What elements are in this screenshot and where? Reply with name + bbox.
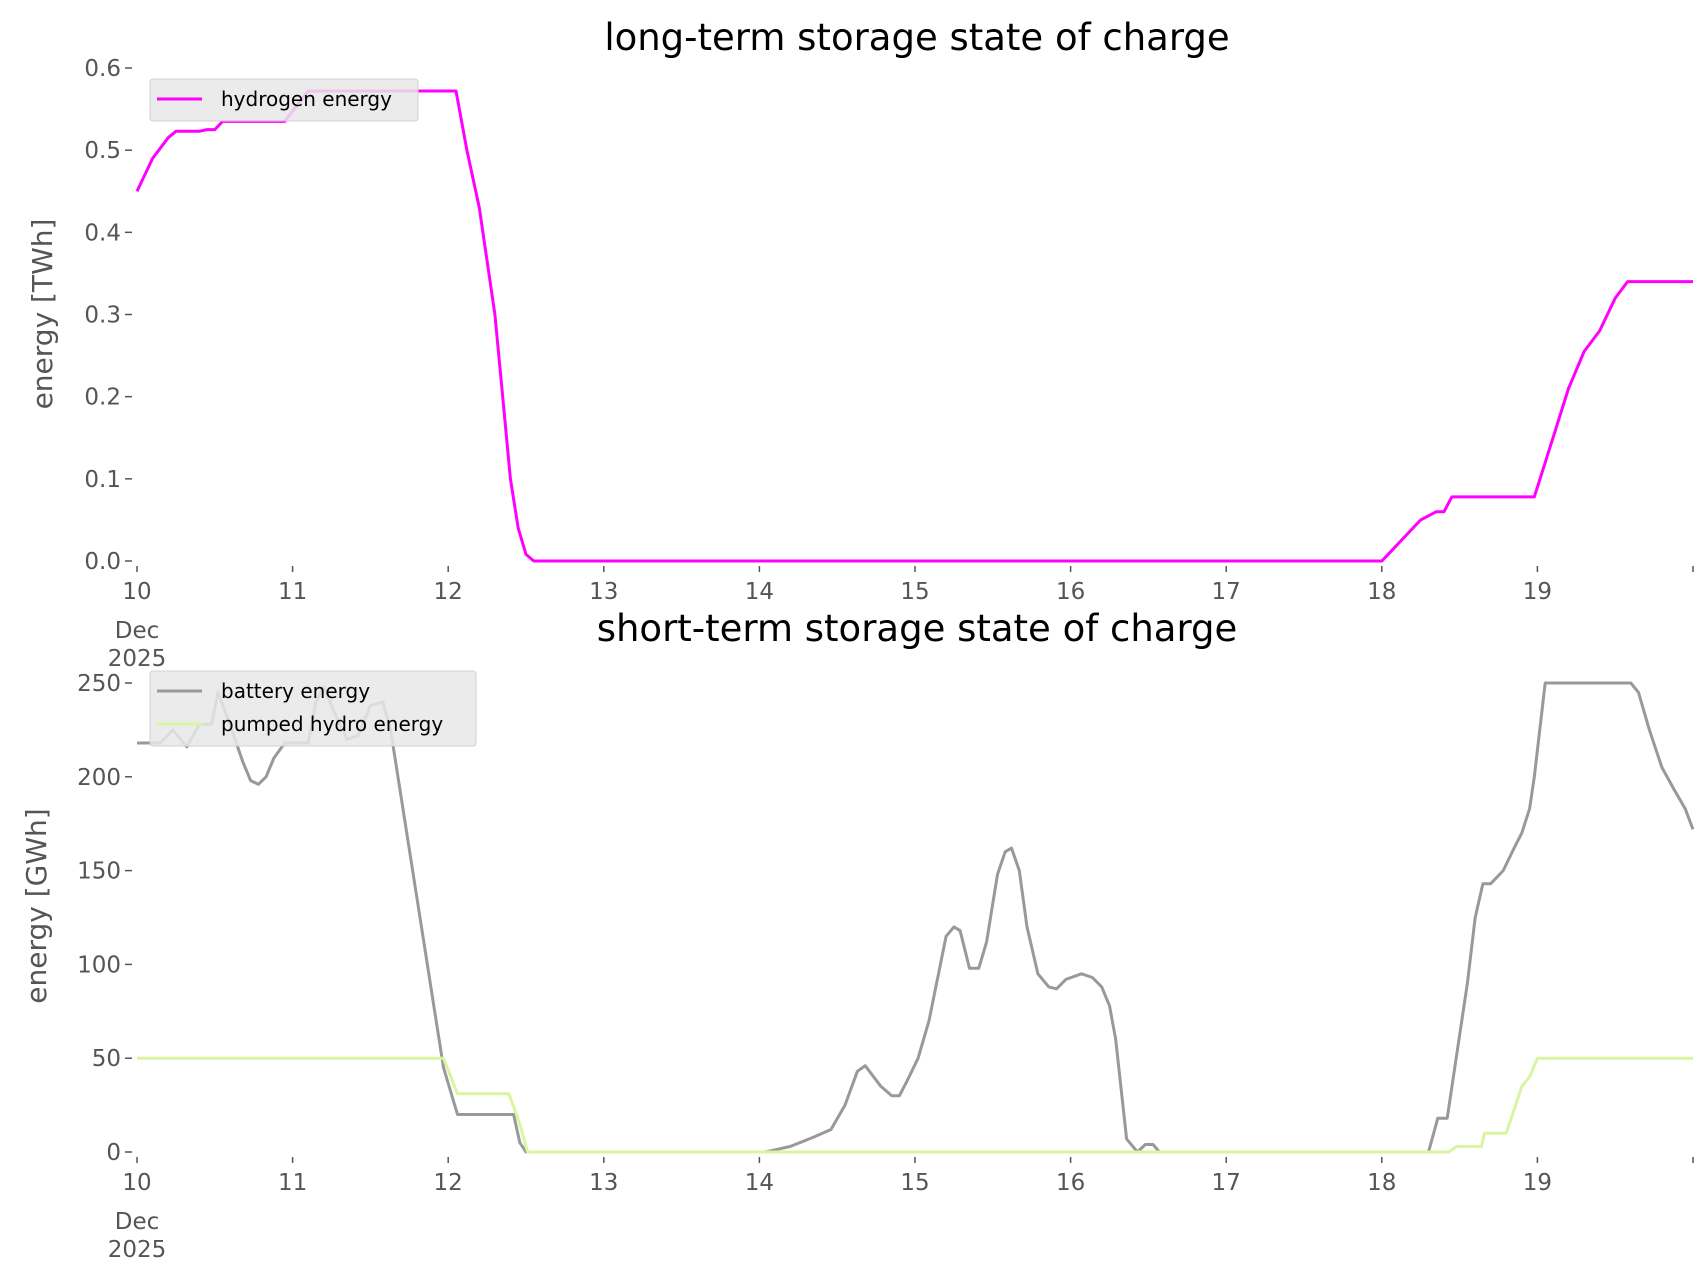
x-tick-label: 18: [1367, 1170, 1396, 1196]
x-tick-label: 12: [434, 579, 463, 605]
legend-label: pumped hydro energy: [221, 712, 443, 736]
legend: battery energy pumped hydro energy: [149, 670, 477, 747]
y-tick-label: 150: [77, 859, 121, 885]
short-term-storage-panel: short-term storage state of charge energ…: [20, 607, 1695, 1263]
y-tick-label: 0.3: [84, 303, 121, 329]
chart-title: long-term storage state of charge: [604, 16, 1229, 59]
x-tick-label: 13: [589, 1170, 618, 1196]
x-tick-label: 14: [745, 579, 774, 605]
long-term-storage-panel: long-term storage state of charge energy…: [26, 16, 1694, 672]
x-tick-label: 17: [1212, 579, 1241, 605]
y-tick-label: 0.0: [84, 549, 121, 575]
x-tick-label: 13: [589, 579, 618, 605]
x-tick-label: 18: [1367, 579, 1396, 605]
legend-label: hydrogen energy: [221, 87, 392, 111]
x-tick-label: 19: [1523, 1170, 1552, 1196]
pumped-hydro-energy-line: [137, 1056, 1693, 1154]
x-tick-label: 11: [278, 579, 307, 605]
legend-label: battery energy: [221, 679, 370, 703]
x-tick-label: 15: [900, 579, 929, 605]
x-tick-label: 16: [1056, 1170, 1085, 1196]
y-tick-label: 0: [106, 1140, 121, 1166]
y-tick-label: 200: [77, 765, 121, 791]
x-tick-sublabel: Dec: [115, 1209, 160, 1235]
hydrogen-energy-line: [135, 89, 1693, 563]
x-tick-label: 10: [122, 579, 151, 605]
y-tick-label: 50: [92, 1046, 121, 1072]
x-tick-label: 10: [122, 1170, 151, 1196]
x-tick-label: 11: [278, 1170, 307, 1196]
y-tick-label: 0.5: [84, 138, 121, 164]
x-tick-label: 12: [434, 1170, 463, 1196]
battery-energy-line: [137, 681, 1695, 1154]
x-tick-sublabel: Dec: [115, 618, 160, 644]
legend-box: [149, 78, 419, 122]
x-tick-sublabel: 2025: [108, 646, 167, 672]
x-tick-label: 14: [745, 1170, 774, 1196]
x-tick-label: 17: [1212, 1170, 1241, 1196]
x-tick-label: 19: [1523, 579, 1552, 605]
y-tick-label: 0.6: [84, 56, 121, 82]
y-tick-label: 100: [77, 952, 121, 978]
y-tick-label: 0.1: [84, 467, 121, 493]
y-tick-label: 0.4: [84, 220, 121, 246]
x-tick-label: 16: [1056, 579, 1085, 605]
legend-box: [149, 670, 477, 747]
y-tick-label: 250: [77, 671, 121, 697]
legend: hydrogen energy: [149, 78, 419, 122]
y-tick-label: 0.2: [84, 385, 121, 411]
y-axis-label: energy [GWh]: [20, 808, 53, 1003]
chart-title: short-term storage state of charge: [597, 607, 1238, 650]
x-tick-sublabel: 2025: [108, 1237, 167, 1263]
x-tick-label: 15: [900, 1170, 929, 1196]
y-axis-label: energy [TWh]: [26, 219, 59, 410]
